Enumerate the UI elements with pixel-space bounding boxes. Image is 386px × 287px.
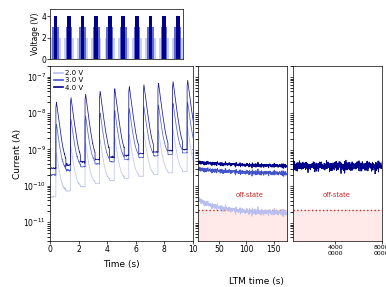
Bar <box>105 38 115 59</box>
Text: off-state: off-state <box>235 191 263 197</box>
Bar <box>135 16 139 59</box>
Bar <box>64 38 74 59</box>
Bar <box>149 16 152 59</box>
Bar <box>66 27 73 59</box>
Text: LTM time (s): LTM time (s) <box>229 277 284 286</box>
Bar <box>122 16 125 59</box>
Bar <box>93 27 100 59</box>
Bar <box>52 27 59 59</box>
Text: off-state: off-state <box>323 191 350 197</box>
Bar <box>118 38 129 59</box>
Bar <box>54 16 58 59</box>
Bar <box>79 27 86 59</box>
Bar <box>134 27 140 59</box>
Bar <box>67 16 71 59</box>
Bar <box>162 16 166 59</box>
Bar <box>91 38 102 59</box>
Bar <box>50 38 61 59</box>
Bar <box>176 16 179 59</box>
X-axis label: Time (s): Time (s) <box>103 260 140 269</box>
Bar <box>94 16 98 59</box>
Bar <box>159 38 169 59</box>
Bar <box>81 16 85 59</box>
Bar <box>132 38 142 59</box>
Bar <box>78 38 88 59</box>
Y-axis label: Current (A): Current (A) <box>13 128 22 179</box>
Bar <box>161 27 168 59</box>
Bar <box>173 38 183 59</box>
Bar <box>147 27 154 59</box>
Bar <box>108 16 112 59</box>
Bar <box>145 38 156 59</box>
Bar <box>120 27 127 59</box>
Bar <box>107 27 113 59</box>
Y-axis label: Voltage (V): Voltage (V) <box>31 13 40 55</box>
Bar <box>174 27 181 59</box>
Legend: 2.0 V, 3.0 V, 4.0 V: 2.0 V, 3.0 V, 4.0 V <box>54 69 85 92</box>
